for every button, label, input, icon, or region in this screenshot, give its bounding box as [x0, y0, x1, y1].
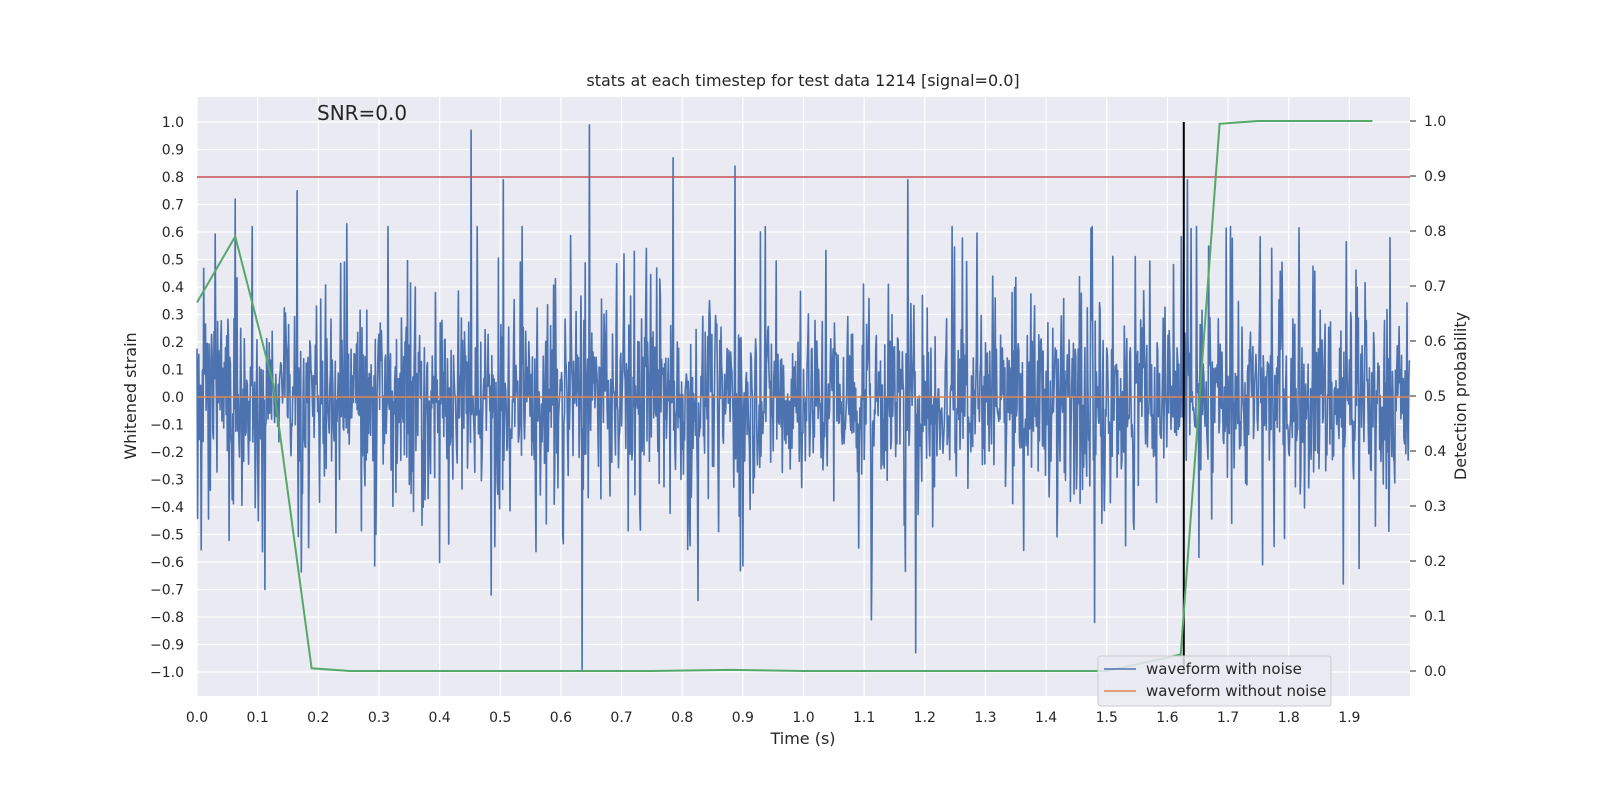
y-tick-label: −0.1 — [150, 418, 184, 434]
y2-tick-label: 0.7 — [1424, 279, 1446, 295]
y2-tick-label: 0.4 — [1424, 444, 1446, 460]
y2-tick-label: 1.0 — [1424, 114, 1446, 130]
y-tick-label: 0.6 — [162, 225, 184, 241]
x-tick-label: 0.4 — [428, 710, 450, 726]
x-tick-label: 0.9 — [732, 710, 754, 726]
overlay-layer — [196, 120, 1410, 672]
y-axis-label: Whitened strain — [121, 332, 140, 459]
noisy-waveform-line — [196, 124, 1411, 671]
y-tick-label: −0.3 — [150, 473, 184, 489]
y2-axis-label: Detection probability — [1451, 312, 1470, 480]
y2-tick-label: 0.2 — [1424, 554, 1446, 570]
y2-axis-ticks: 1.0 0.9 0.8 0.7 0.6 0.5 0.4 0.3 0.2 0.1 0.0 — [1410, 114, 1446, 680]
x-tick-label: 0.2 — [307, 710, 329, 726]
legend: waveform with noise waveform without noi… — [1097, 655, 1332, 707]
y2-tick-label: 0.6 — [1424, 334, 1446, 350]
y-tick-label: −0.5 — [150, 528, 184, 544]
x-tick-label: 1.2 — [914, 710, 936, 726]
x-axis-ticks: 0.0 0.1 0.2 0.3 0.4 0.5 0.6 0.7 0.8 0.9 1.0 1.1 1.2 1… — [186, 710, 1361, 726]
x-tick-label: 0.6 — [550, 710, 572, 726]
y-tick-label: 0.1 — [162, 363, 184, 379]
legend-noisy-label: waveform with noise — [1146, 660, 1302, 678]
x-tick-label: 0.5 — [489, 710, 511, 726]
y2-tick-label: 0.3 — [1424, 499, 1446, 515]
legend-box — [1097, 655, 1332, 707]
x-tick-label: 1.6 — [1156, 710, 1178, 726]
x-tick-label: 1.8 — [1278, 710, 1300, 726]
y2-tick-label: 0.9 — [1424, 169, 1446, 185]
y-tick-label: 1.0 — [162, 115, 184, 131]
y-tick-label: 0.9 — [162, 143, 184, 159]
y-tick-label: 0.5 — [162, 253, 184, 269]
x-tick-label: 1.5 — [1096, 710, 1118, 726]
x-tick-label: 0.3 — [368, 710, 390, 726]
y2-tick-label: 0.5 — [1424, 389, 1446, 405]
y-axis-ticks: 1.0 0.9 0.8 0.7 0.6 0.5 0.4 0.3 0.2 0.1 0.0 −0.1 −0.… — [150, 115, 184, 681]
y-tick-label: −0.4 — [150, 500, 184, 516]
snr-annotation: SNR=0.0 — [317, 101, 407, 125]
x-tick-label: 0.0 — [186, 710, 208, 726]
y2-tick-label: 0.8 — [1424, 224, 1446, 240]
y-tick-label: 0.4 — [162, 280, 184, 296]
x-tick-label: 1.0 — [792, 710, 814, 726]
x-tick-label: 1.4 — [1035, 710, 1057, 726]
noisy-waveform-layer — [196, 124, 1411, 671]
x-tick-label: 0.7 — [610, 710, 632, 726]
y-tick-label: −0.8 — [150, 610, 184, 626]
chart-title: stats at each timestep for test data 121… — [586, 71, 1019, 90]
detection-probability-line — [196, 120, 1373, 672]
legend-clean-label: waveform without noise — [1146, 682, 1326, 700]
y-tick-label: −1.0 — [150, 665, 184, 681]
x-tick-label: 1.3 — [974, 710, 996, 726]
y-tick-label: −0.9 — [150, 638, 184, 654]
y-tick-label: −0.6 — [150, 555, 184, 571]
x-axis-label: Time (s) — [769, 729, 835, 748]
y-tick-label: −0.7 — [150, 583, 184, 599]
x-tick-label: 1.9 — [1338, 710, 1360, 726]
y2-tick-label: 0.0 — [1424, 664, 1446, 680]
x-tick-label: 1.7 — [1217, 710, 1239, 726]
y-tick-label: 0.3 — [162, 308, 184, 324]
x-tick-label: 1.1 — [853, 710, 875, 726]
y-tick-label: 0.7 — [162, 198, 184, 214]
x-tick-label: 0.8 — [671, 710, 693, 726]
y-tick-label: 0.0 — [162, 390, 184, 406]
x-tick-label: 0.1 — [247, 710, 269, 726]
y-tick-label: 0.2 — [162, 335, 184, 351]
y-tick-label: −0.2 — [150, 445, 184, 461]
y-tick-label: 0.8 — [162, 170, 184, 186]
y2-tick-label: 0.1 — [1424, 609, 1446, 625]
